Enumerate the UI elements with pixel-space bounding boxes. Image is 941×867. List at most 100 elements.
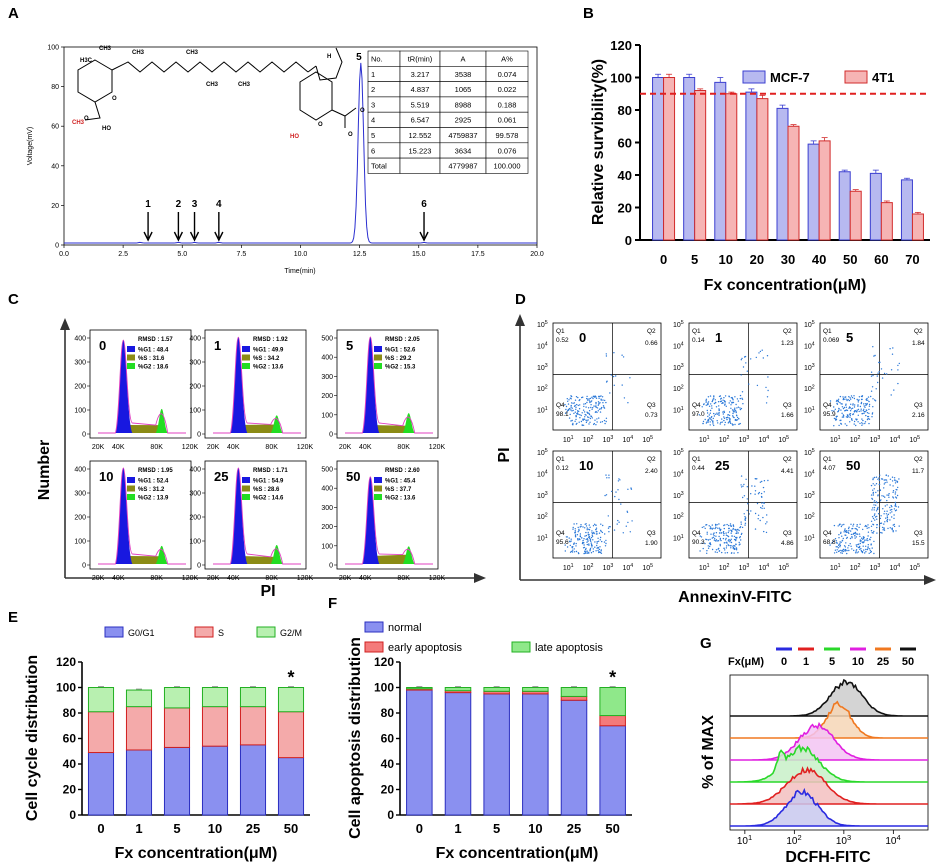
cell-dot [739,422,741,425]
y-tick-label: 102 [673,512,684,521]
plot-frame [204,460,307,570]
cell-dot [852,404,854,406]
cell-dot [866,548,869,551]
cell-dot [863,410,866,413]
cell-dot [734,409,737,411]
cell-dot [874,399,876,401]
cell-dot [838,534,840,536]
cell-dot [603,407,606,409]
cell-dot [835,546,837,548]
y-tick-label: 100 [321,543,333,550]
cell-dot [863,541,865,543]
cell-dot [587,551,589,553]
cell-dot [763,491,765,493]
cell-dot [849,421,851,423]
cell-dot [596,421,598,423]
cell-dot [837,400,839,402]
cell-dot [591,396,593,398]
cell-dot [886,518,889,521]
bar-s [239,706,267,746]
cell-dot [707,420,710,422]
cell-dot [889,348,891,350]
cell-dot [876,532,878,534]
cell-dot [896,489,898,491]
table-value: 3.217 [411,70,430,79]
cell-dot [853,423,855,425]
cell-dot [715,549,718,551]
cell-dot [766,514,768,516]
y-tick-label: 104 [804,342,815,351]
cell-dot [767,376,769,378]
cell-dot [849,413,852,415]
quadrant-label: Q3 [783,530,792,537]
legend-label: 1 [803,656,809,668]
x-tick-label: 103 [739,563,750,572]
cell-dot [736,407,738,409]
quadrant-label: Q2 [914,456,923,463]
cell-dot [845,531,847,534]
cell-dot [586,543,588,546]
cell-dot [865,411,867,413]
cell-dot [731,398,734,400]
peak-arrow-head [419,231,429,242]
cell-dot [891,506,893,508]
stat-swatch [242,346,250,352]
quadrant-label: Q2 [647,456,656,463]
cell-dot [879,474,881,476]
cell-dot [584,523,586,525]
cell-dot [605,494,608,496]
cell-dot [892,497,895,499]
cell-dot [719,543,721,546]
legend-title: Fx(μM) [728,656,764,668]
cell-dot [593,523,596,525]
cell-dot [578,538,581,540]
y-tick-label: 500 [321,467,333,474]
cell-dot [875,501,878,503]
cell-dot [699,550,701,552]
atom-label: O [348,132,353,138]
cell-dot [866,418,869,421]
cell-dot [886,516,889,519]
cell-dot [739,526,742,528]
cell-dot [889,519,891,521]
histogram-10 [730,721,928,761]
cell-dot [893,523,895,526]
cell-dot [613,529,616,531]
cell-dot [853,406,856,408]
cell-dot [699,535,701,537]
cell-dot [574,399,577,401]
bar-g0-g1 [163,746,191,816]
cell-dot [576,534,579,536]
cell-dot [864,552,866,554]
cell-dot [872,374,874,377]
cell-dot [586,395,588,398]
cell-dot [844,528,846,530]
cell-dot [589,548,591,551]
cell-dot [846,424,848,427]
cell-dot [885,479,888,481]
cell-dot [626,511,629,513]
cell-dot [605,474,607,476]
stat-value: %G1 : 54.9 [253,479,284,485]
cell-dot [728,395,730,397]
cell-dot [763,507,765,509]
cell-dot [855,550,857,552]
cell-dot [835,400,838,402]
cell-dot [846,416,849,418]
cell-dot [843,529,846,531]
cell-dot [850,523,852,525]
cell-dot [864,422,866,425]
x-tick-label: 101 [737,833,752,847]
cell-dot [704,418,706,421]
apoptosis-scatter: Q10.12Q22.40Q495.6Q31.901010110110210210… [537,448,662,572]
stat-value: %S : 29.2 [385,356,412,362]
cell-dot [717,422,719,424]
cell-dot [755,356,757,359]
cell-dot [860,410,862,412]
cell-dot [714,401,717,404]
legend-label: 50 [902,656,914,668]
cell-dot [881,377,884,379]
x-tick-label: 60 [874,252,888,267]
table-value: 4759837 [448,131,477,140]
